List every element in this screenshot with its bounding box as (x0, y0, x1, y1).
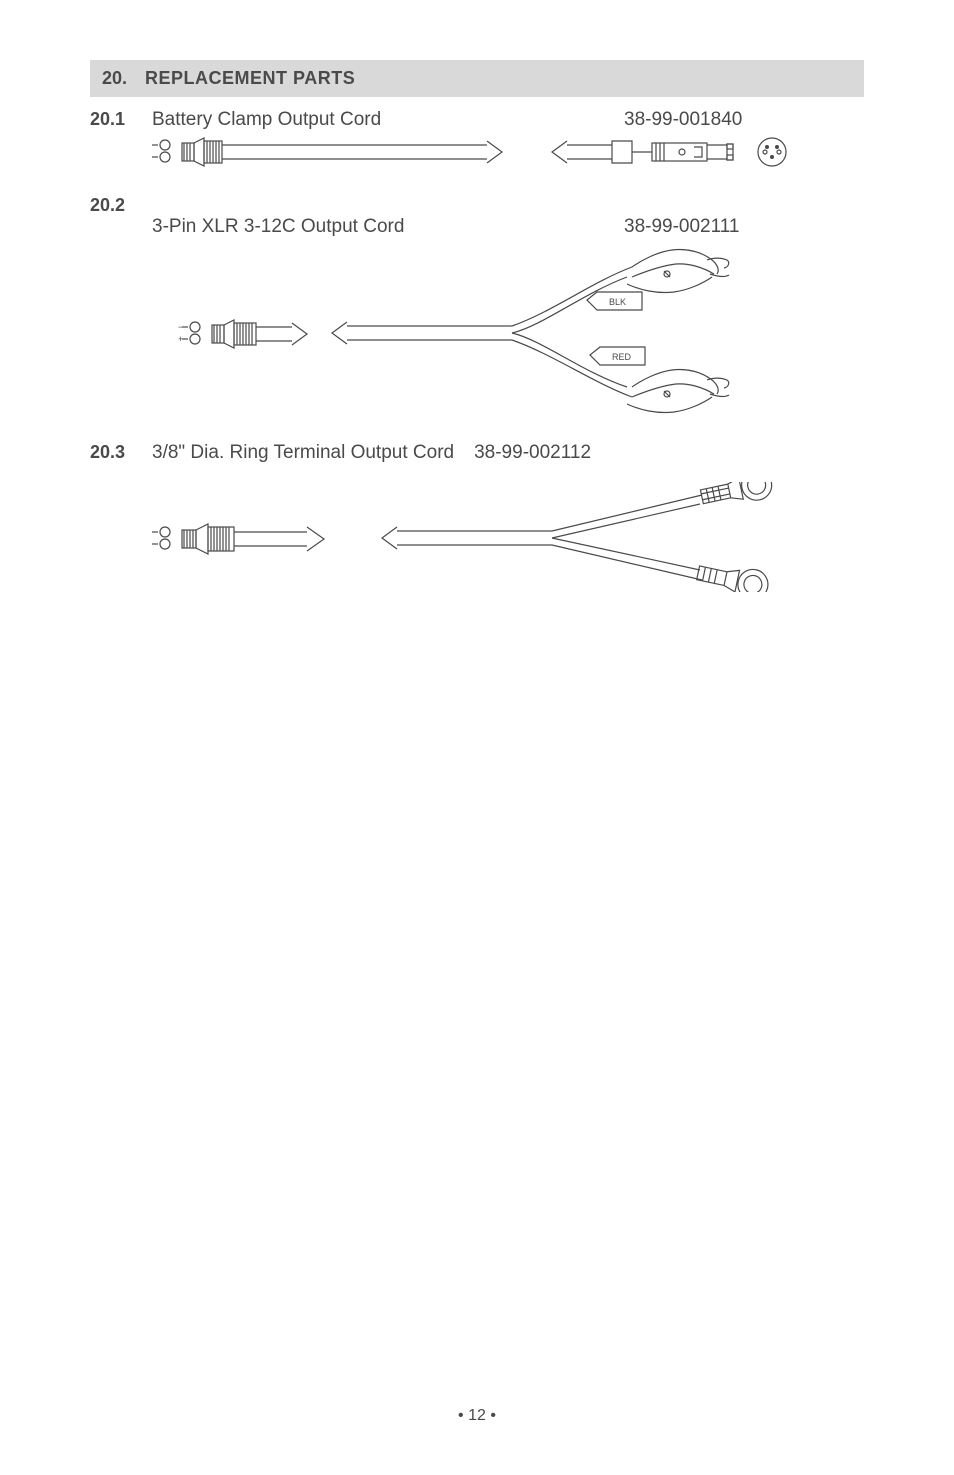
svg-text:BLK: BLK (609, 297, 626, 307)
item-description: Battery Clamp Output Cord (152, 109, 624, 131)
item-row: 3-Pin XLR 3-12C Output Cord 38-99-002111 (90, 216, 864, 238)
item-number: 20.3 (90, 442, 152, 463)
svg-text:−: − (178, 322, 183, 332)
item-part-number: 38-99-001840 (624, 109, 864, 131)
item-row: 20.3 3/8" Dia. Ring Terminal Output Cord… (90, 442, 864, 464)
item-part-number: 38-99-002112 (474, 442, 591, 464)
diagram-xlr-clamp: − + (152, 242, 864, 422)
svg-text:+: + (152, 527, 153, 537)
item-row: 20.2 (90, 195, 864, 216)
item-row: 20.1 Battery Clamp Output Cord 38-99-001… (90, 109, 864, 131)
page-footer: • 12 • (0, 1407, 954, 1425)
svg-text:−: − (152, 539, 153, 549)
svg-text:+: + (178, 334, 183, 344)
item-description: 3/8" Dia. Ring Terminal Output Cord (152, 442, 454, 464)
section-title: REPLACEMENT PARTS (145, 68, 355, 89)
item-part-number: 38-99-002111 (624, 216, 864, 238)
item-number: 20.1 (90, 109, 152, 130)
section-number: 20. (102, 68, 127, 89)
svg-text:+: + (152, 152, 153, 162)
item-description: 3-Pin XLR 3-12C Output Cord (152, 216, 624, 238)
diagram-battery-clamp: − + (152, 135, 864, 175)
diagram-ring-terminal: + − (152, 482, 864, 592)
section-header: 20. REPLACEMENT PARTS (90, 60, 864, 97)
item-number: 20.2 (90, 195, 152, 216)
svg-text:−: − (152, 140, 153, 150)
svg-text:RED: RED (612, 352, 632, 362)
